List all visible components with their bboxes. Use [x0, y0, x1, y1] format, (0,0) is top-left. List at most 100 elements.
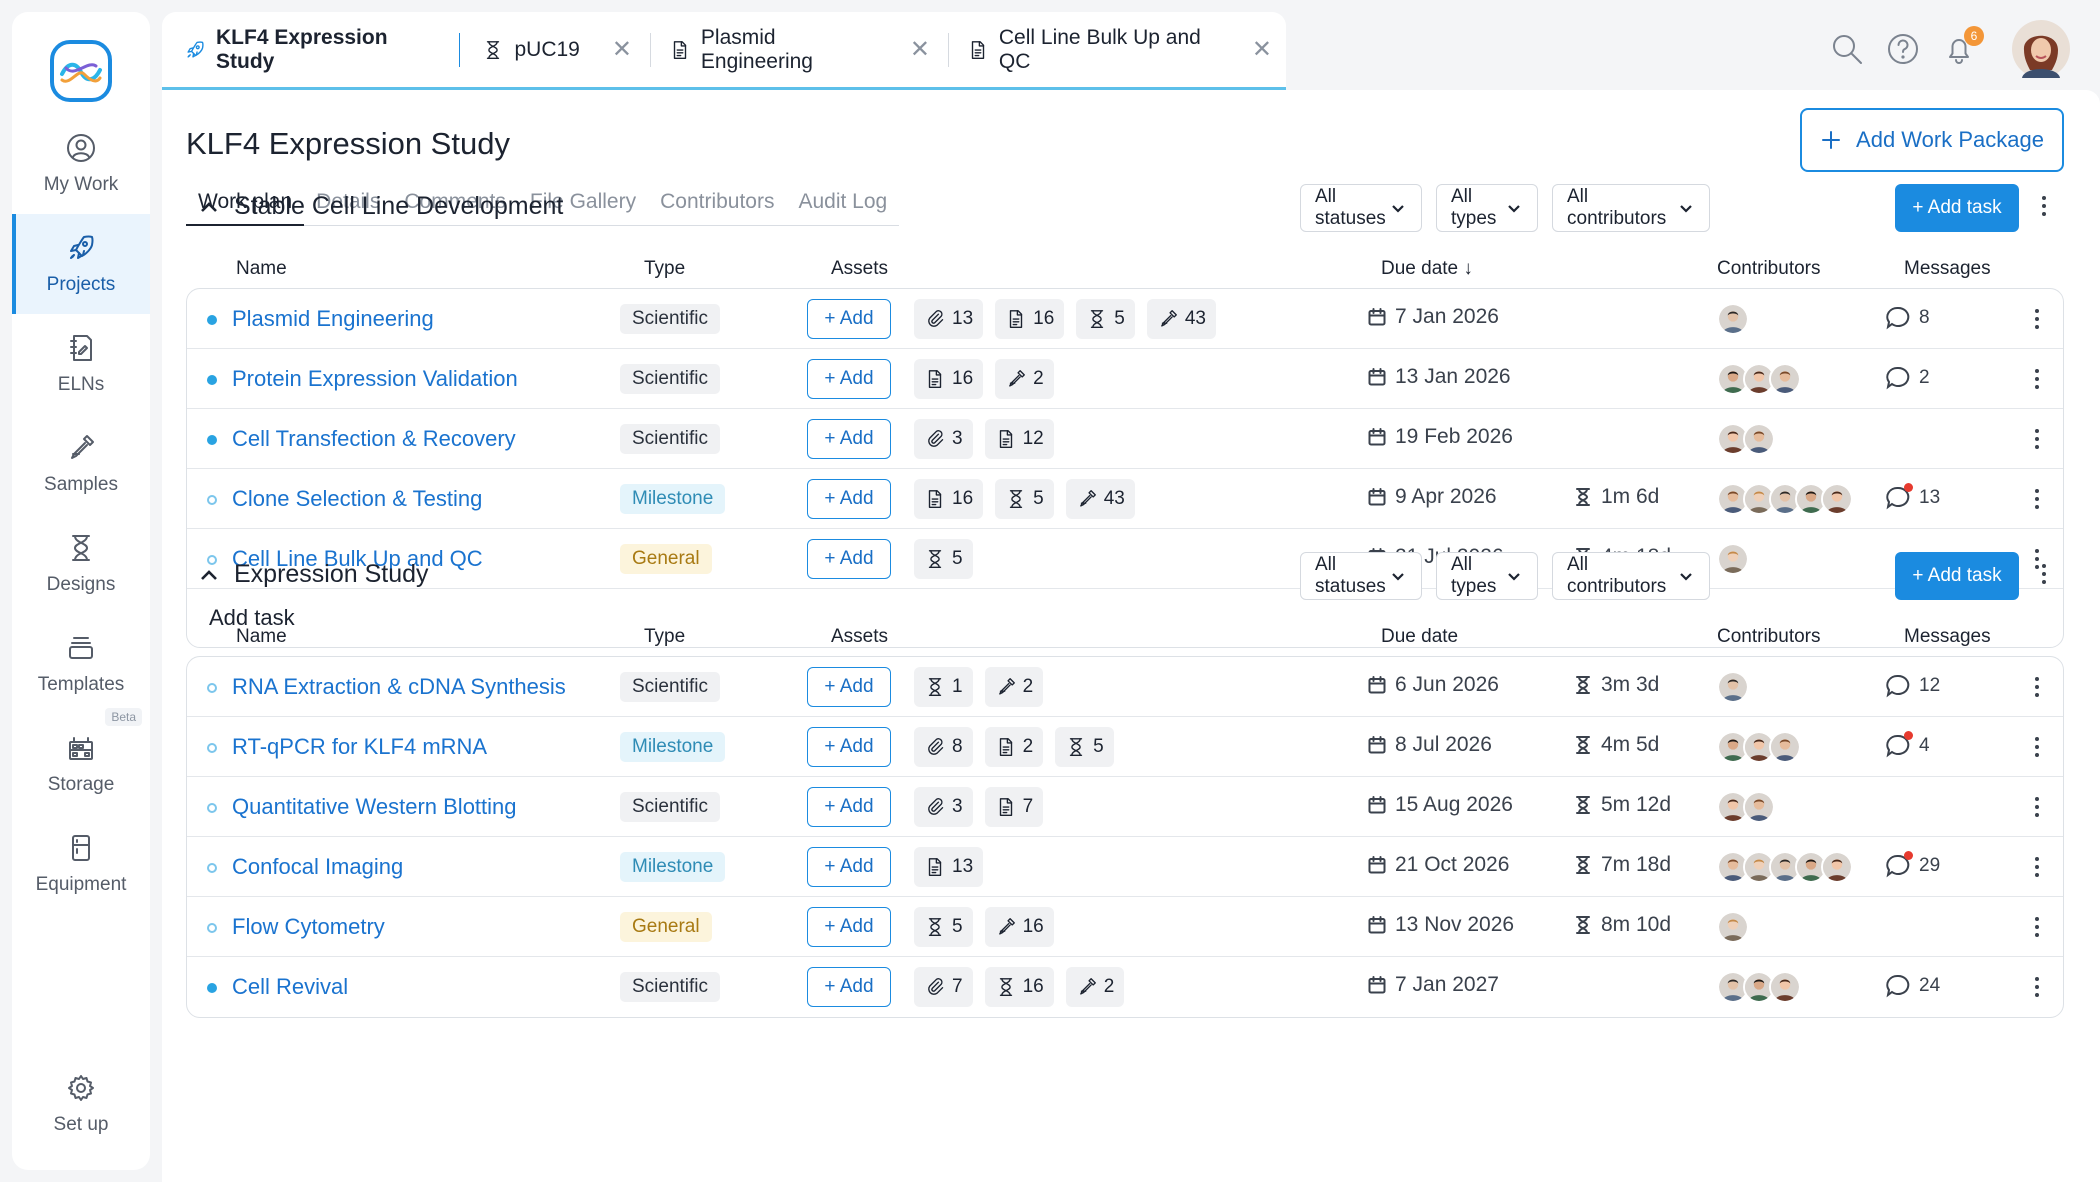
add-asset-button[interactable]: + Add [807, 727, 891, 767]
asset-chip[interactable]: 1 [914, 667, 973, 707]
asset-chip[interactable]: 13 [914, 847, 984, 887]
contributor-avatar[interactable] [1717, 303, 1749, 335]
messages[interactable]: 4 [1885, 731, 1930, 759]
task-name-link[interactable]: Cell Line Bulk Up and QC [232, 546, 483, 571]
subtab-file-gallery[interactable]: File Gallery [529, 190, 637, 213]
row-more-icon[interactable] [2033, 307, 2041, 331]
messages[interactable]: 8 [1885, 305, 1930, 331]
asset-chip[interactable]: 16 [914, 479, 984, 519]
tab-klf4-expression-study[interactable]: KLF4 Expression Study [184, 25, 451, 75]
sidebar-item-storage[interactable]: Storage Beta [12, 708, 150, 814]
contributor-avatar[interactable] [1769, 363, 1801, 395]
sidebar-item-elns[interactable]: ELNs [12, 314, 150, 414]
subtab-contributors[interactable]: Contributors [660, 190, 775, 213]
tab-cell-line-bulk-up-and-qc[interactable]: Cell Line Bulk Up and QC ✕ [953, 25, 1286, 75]
asset-chip[interactable]: 2 [1065, 967, 1125, 1007]
subtab-details[interactable]: Details [316, 190, 381, 213]
sidebar-item-setup[interactable]: Set up [12, 1054, 150, 1154]
asset-chip[interactable]: 16 [914, 359, 984, 399]
column-due-date[interactable]: Due date ↓ [1381, 258, 1473, 280]
asset-chip[interactable]: 13 [914, 299, 984, 339]
sidebar-item-equipment[interactable]: Equipment [12, 814, 150, 914]
add-asset-button[interactable]: + Add [807, 359, 891, 399]
type-filter[interactable]: All types [1436, 552, 1538, 600]
contributor-avatar[interactable] [1743, 851, 1775, 883]
contributor-avatar[interactable] [1769, 971, 1801, 1003]
subtab-work-plan[interactable]: Work plan [186, 186, 305, 226]
asset-chip[interactable]: 5 [1076, 299, 1135, 339]
status-filter[interactable]: All statuses [1300, 552, 1422, 600]
contributor-avatar[interactable] [1717, 543, 1749, 575]
task-name-link[interactable]: Cell Transfection & Recovery [232, 426, 516, 451]
add-asset-button[interactable]: + Add [807, 847, 891, 887]
asset-chip[interactable]: 8 [914, 727, 973, 767]
search-icon[interactable] [1830, 32, 1864, 66]
add-asset-button[interactable]: + Add [807, 967, 891, 1007]
add-asset-button[interactable]: + Add [807, 787, 891, 827]
sidebar-item-my-work[interactable]: My Work [12, 114, 150, 214]
row-more-icon[interactable] [2033, 547, 2041, 571]
add-asset-button[interactable]: + Add [807, 667, 891, 707]
asset-chip[interactable]: 43 [1065, 479, 1135, 519]
table-row[interactable]: Confocal Imaging Milestone + Add 13 21 O… [187, 837, 2063, 897]
contributor-avatar[interactable] [1743, 791, 1775, 823]
task-name-link[interactable]: Clone Selection & Testing [232, 486, 483, 511]
column-due-date[interactable]: Due date [1381, 626, 1458, 648]
contributors-filter[interactable]: All contributors [1552, 552, 1710, 600]
asset-chip[interactable]: 5 [914, 907, 973, 947]
asset-chip[interactable]: 5 [914, 539, 973, 579]
asset-chip[interactable]: 3 [914, 787, 973, 827]
bell-icon[interactable]: 6 [1942, 26, 1984, 66]
table-row[interactable]: Flow Cytometry General + Add 5 16 13 Nov … [187, 897, 2063, 957]
row-more-icon[interactable] [2033, 975, 2041, 999]
close-icon[interactable]: ✕ [909, 36, 930, 63]
contributor-avatar[interactable] [1769, 731, 1801, 763]
table-row[interactable]: RNA Extraction & cDNA Synthesis Scientif… [187, 657, 2063, 717]
sidebar-item-templates[interactable]: Templates [12, 614, 150, 714]
sidebar-item-designs[interactable]: Designs [12, 514, 150, 614]
task-name-link[interactable]: Cell Revival [232, 974, 349, 999]
asset-chip[interactable]: 7 [914, 967, 973, 1007]
asset-chip[interactable]: 16 [984, 967, 1054, 1007]
contributor-avatar[interactable] [1717, 851, 1749, 883]
row-more-icon[interactable] [2033, 855, 2041, 879]
row-more-icon[interactable] [2033, 795, 2041, 819]
asset-chip[interactable]: 16 [984, 907, 1054, 947]
add-asset-button[interactable]: + Add [807, 419, 891, 459]
add-work-package-button[interactable]: Add Work Package [1800, 108, 2064, 172]
task-name-link[interactable]: Protein Expression Validation [232, 366, 518, 391]
sidebar-item-samples[interactable]: Samples [12, 414, 150, 514]
row-more-icon[interactable] [2033, 427, 2041, 451]
contributor-avatar[interactable] [1717, 791, 1749, 823]
asset-chip[interactable]: 43 [1146, 299, 1216, 339]
contributor-avatar[interactable] [1821, 483, 1853, 515]
subtab-audit-log[interactable]: Audit Log [798, 190, 888, 213]
add-task-button[interactable]: + Add task [1895, 552, 2019, 600]
messages[interactable]: 24 [1885, 973, 1940, 999]
task-name-link[interactable]: RT-qPCR for KLF4 mRNA [232, 734, 488, 759]
type-filter[interactable]: All types [1436, 184, 1538, 232]
contributor-avatar[interactable] [1743, 731, 1775, 763]
contributor-avatar[interactable] [1769, 483, 1801, 515]
task-name-link[interactable]: RNA Extraction & cDNA Synthesis [232, 674, 566, 699]
asset-chip[interactable]: 2 [984, 727, 1044, 767]
add-task-link[interactable]: Add task [209, 605, 295, 630]
table-row[interactable]: Plasmid Engineering Scientific + Add 13 1… [187, 289, 2063, 349]
tab-puc19[interactable]: pUC19 ✕ [468, 25, 645, 75]
sidebar-item-projects[interactable]: Projects [12, 214, 150, 314]
messages[interactable]: 12 [1885, 673, 1940, 699]
table-row[interactable]: Cell Revival Scientific + Add 7 16 2 7 Jan… [187, 957, 2063, 1017]
asset-chip[interactable]: 2 [995, 359, 1054, 399]
task-name-link[interactable]: Confocal Imaging [232, 854, 404, 879]
row-more-icon[interactable] [2033, 675, 2041, 699]
asset-chip[interactable]: 12 [984, 419, 1054, 459]
contributor-avatar[interactable] [1769, 851, 1801, 883]
contributor-avatar[interactable] [1717, 671, 1749, 703]
asset-chip[interactable]: 5 [995, 479, 1054, 519]
help-icon[interactable] [1886, 32, 1920, 66]
asset-chip[interactable]: 2 [984, 667, 1044, 707]
add-asset-button[interactable]: + Add [807, 479, 891, 519]
status-filter[interactable]: All statuses [1300, 184, 1422, 232]
more-options-icon[interactable] [2040, 562, 2050, 590]
table-row[interactable]: Cell Transfection & Recovery Scientific … [187, 409, 2063, 469]
